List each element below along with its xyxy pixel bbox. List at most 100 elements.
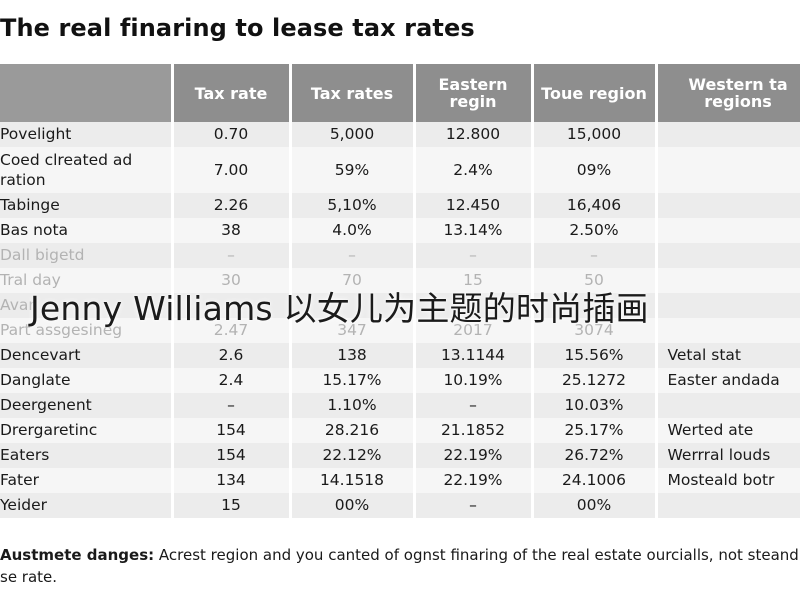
tax-rates-cell: 5,10% bbox=[290, 193, 416, 218]
table-row: Dencevart 2.6 138 13.1144 15.56% Vetal stat bbox=[0, 343, 800, 368]
row-label-cell: Fater bbox=[0, 468, 174, 493]
toue-region-cell: 15.56% bbox=[532, 343, 658, 368]
row-label-cell: Part assgesineg bbox=[0, 318, 174, 343]
tax-rate-cell: 30 bbox=[172, 268, 292, 293]
eastern-region-cell: 21.1852 bbox=[414, 418, 534, 443]
toue-region-cell: 25.1272 bbox=[532, 368, 658, 393]
eastern-region-cell: – bbox=[414, 243, 534, 268]
eastern-region-cell: 13.1144 bbox=[414, 343, 534, 368]
table-row: Danglate 2.4 15.17% 10.19% 25.1272 Easter and… bbox=[0, 368, 800, 393]
tax-rate-cell: 38 bbox=[172, 218, 292, 243]
toue-region-cell: 15,000 bbox=[532, 122, 658, 147]
footnote-label: Austmete danges: bbox=[0, 546, 155, 564]
western-regions-cell bbox=[656, 293, 800, 318]
eastern-region-cell: 12.450 bbox=[414, 193, 534, 218]
row-label-cell: Tral day bbox=[0, 268, 174, 293]
row-label-cell: Yeider bbox=[0, 493, 174, 518]
tax-rates-cell: 59% bbox=[290, 147, 416, 193]
toue-region-cell: 25.17% bbox=[532, 418, 658, 443]
header-cell-tax-rates: Tax rates bbox=[290, 64, 416, 122]
tax-rate-cell: 2.4 bbox=[172, 368, 292, 393]
eastern-region-cell: – bbox=[414, 393, 534, 418]
tax-rate-cell: 15 bbox=[172, 493, 292, 518]
tax-rates-table: Tax rate Tax rates Eastern regin Toue re… bbox=[0, 64, 800, 518]
toue-region-cell: 00% bbox=[532, 493, 658, 518]
table-row: Yeider 15 00% –00% bbox=[0, 493, 800, 518]
western-regions-cell: Easter andada bbox=[656, 368, 800, 393]
table-header-row: Tax rate Tax rates Eastern regin Toue re… bbox=[0, 64, 800, 122]
row-label-cell: Povelight bbox=[0, 122, 174, 147]
eastern-region-cell: 10.19% bbox=[414, 368, 534, 393]
western-regions-cell bbox=[656, 268, 800, 293]
tax-rate-cell bbox=[172, 293, 292, 318]
tax-rate-cell: 154 bbox=[172, 418, 292, 443]
table-row: Povelight 0.70 5,000 12.800 15,000 bbox=[0, 122, 800, 147]
eastern-region-cell: 2017 bbox=[414, 318, 534, 343]
western-regions-cell bbox=[656, 122, 800, 147]
table-row: Coed clreated ad ration 7.00 59% 2.4% 09% bbox=[0, 147, 800, 193]
document-title: The real finaring to lease tax rates bbox=[0, 14, 475, 42]
row-label-cell: Tabinge bbox=[0, 193, 174, 218]
eastern-region-cell bbox=[414, 293, 534, 318]
eastern-region-cell: 2.4% bbox=[414, 147, 534, 193]
tax-rates-cell: 22.12% bbox=[290, 443, 416, 468]
row-label-cell: Dall bigetd bbox=[0, 243, 174, 268]
eastern-region-cell: – bbox=[414, 493, 534, 518]
toue-region-cell: 10.03% bbox=[532, 393, 658, 418]
table-body: Povelight 0.70 5,000 12.800 15,000 Coed clrea… bbox=[0, 122, 800, 518]
toue-region-cell: – bbox=[532, 243, 658, 268]
tax-rate-cell: 2.26 bbox=[172, 193, 292, 218]
tax-rate-cell: 2.6 bbox=[172, 343, 292, 368]
toue-region-cell bbox=[532, 293, 658, 318]
toue-region-cell: 24.1006 bbox=[532, 468, 658, 493]
western-regions-cell bbox=[656, 493, 800, 518]
tax-rates-cell: 4.0% bbox=[290, 218, 416, 243]
toue-region-cell: 3074 bbox=[532, 318, 658, 343]
eastern-region-cell: 12.800 bbox=[414, 122, 534, 147]
header-cell-eastern-region: Eastern regin bbox=[414, 64, 534, 122]
tax-rates-cell: 347 bbox=[290, 318, 416, 343]
table-row: Fater 134 14.1518 22.19% 24.1006 Mosteald bot… bbox=[0, 468, 800, 493]
row-label-cell: Coed clreated ad ration bbox=[0, 147, 174, 193]
header-cell-tax-rate: Tax rate bbox=[172, 64, 292, 122]
row-label-cell: Avar bbox=[0, 293, 174, 318]
western-regions-cell: Werrral louds bbox=[656, 443, 800, 468]
toue-region-cell: 09% bbox=[532, 147, 658, 193]
toue-region-cell: 16,406 bbox=[532, 193, 658, 218]
tax-rate-cell: 154 bbox=[172, 443, 292, 468]
eastern-region-cell: 22.19% bbox=[414, 443, 534, 468]
table-row: Tral day 30 70 15 50 bbox=[0, 268, 800, 293]
tax-rate-cell: 134 bbox=[172, 468, 292, 493]
tax-rate-cell: 7.00 bbox=[172, 147, 292, 193]
table-row: Tabinge 2.26 5,10% 12.450 16,406 bbox=[0, 193, 800, 218]
western-regions-cell bbox=[656, 147, 800, 193]
toue-region-cell: 50 bbox=[532, 268, 658, 293]
row-label-cell: Deergenent bbox=[0, 393, 174, 418]
tax-rates-cell: 5,000 bbox=[290, 122, 416, 147]
western-regions-cell bbox=[656, 218, 800, 243]
table-row: Avar bbox=[0, 293, 800, 318]
table-row: Deergenent –1.10% –10.03% bbox=[0, 393, 800, 418]
tax-rates-cell: – bbox=[290, 243, 416, 268]
eastern-region-cell: 13.14% bbox=[414, 218, 534, 243]
western-regions-cell bbox=[656, 318, 800, 343]
tax-rates-cell: 15.17% bbox=[290, 368, 416, 393]
table-row: Dall bigetd – – – – bbox=[0, 243, 800, 268]
tax-rates-cell bbox=[290, 293, 416, 318]
table-row: Part assgesineg 2.47 347 2017 3074 bbox=[0, 318, 800, 343]
western-regions-cell: Werted ate bbox=[656, 418, 800, 443]
footnote-text: Acrest region and you canted of ognst fi… bbox=[0, 546, 799, 586]
western-regions-cell bbox=[656, 193, 800, 218]
table-row: Bas nota 38 4.0% 13.14% 2.50% bbox=[0, 218, 800, 243]
tax-rate-cell: – bbox=[172, 243, 292, 268]
header-cell-row-label bbox=[0, 64, 174, 122]
row-label-cell: Drergaretinc bbox=[0, 418, 174, 443]
western-regions-cell: Vetal stat bbox=[656, 343, 800, 368]
row-label-cell: Bas nota bbox=[0, 218, 174, 243]
tax-rate-cell: 2.47 bbox=[172, 318, 292, 343]
header-cell-toue-region: Toue region bbox=[532, 64, 658, 122]
tax-rates-cell: 00% bbox=[290, 493, 416, 518]
tax-rates-cell: 70 bbox=[290, 268, 416, 293]
row-label-cell: Dencevart bbox=[0, 343, 174, 368]
